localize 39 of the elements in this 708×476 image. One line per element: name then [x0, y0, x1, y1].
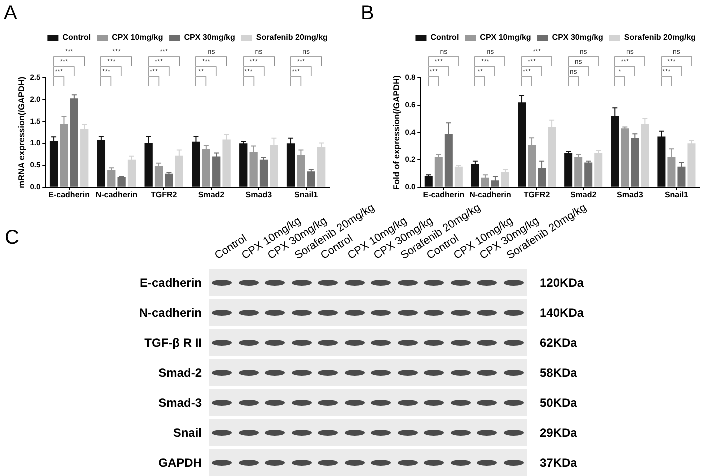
legend-label: Control — [430, 33, 460, 42]
y-axis-title: Fold of expression(/GAPDH) — [391, 75, 402, 190]
category-label: Smad-2 — [158, 366, 202, 380]
category-label: 120KDa — [540, 276, 584, 290]
x-tick-label: Snail1 — [294, 190, 319, 200]
category-label: N-cadherin — [139, 306, 202, 320]
legend-label: Sorafenib 20mg/kg — [624, 33, 696, 42]
legend-label: Sorafenib 20mg/kg — [256, 33, 328, 42]
category-label: 58KDa — [540, 366, 578, 380]
x-tick-label: E-cadherin — [423, 190, 465, 200]
x-tick-label: Smad3 — [617, 190, 644, 200]
x-tick-label: TGFR2 — [151, 190, 178, 200]
chart-title: B — [361, 2, 374, 25]
x-tick-label: N-cadherin — [470, 190, 512, 200]
category-label: Smad-3 — [158, 396, 202, 410]
x-tick-label: N-cadherin — [96, 190, 138, 200]
x-tick-label: Snail1 — [664, 190, 690, 200]
category-label: 50KDa — [540, 396, 578, 410]
legend-label: CPX 10mg/kg — [480, 33, 532, 42]
x-tick-label: E-cadherin — [48, 190, 90, 200]
chart-title: A — [4, 2, 18, 25]
category-label: Snail — [173, 426, 202, 440]
category-label: TGF-β R II — [144, 336, 202, 350]
category-label: 37KDa — [540, 456, 578, 470]
x-tick-label: TGFR2 — [524, 190, 551, 200]
category-label: 140KDa — [540, 306, 584, 320]
legend-label: Control — [62, 33, 92, 42]
legend-label: CPX 30mg/kg — [552, 33, 604, 42]
category-label: GAPDH — [158, 456, 202, 470]
legend-label: CPX 10mg/kg — [112, 33, 164, 42]
x-tick-label: Smad3 — [246, 190, 273, 200]
x-tick-label: Smad2 — [198, 190, 226, 200]
legend-label: CPX 30mg/kg — [184, 33, 236, 42]
x-tick-label: Smad2 — [570, 190, 598, 200]
category-label: 29KDa — [540, 426, 578, 440]
y-axis-title: mRNA expression(/GAPDH) — [16, 76, 26, 189]
category-label: 62KDa — [540, 336, 578, 350]
text: C — [5, 227, 20, 249]
category-label: E-cadherin — [140, 276, 202, 290]
